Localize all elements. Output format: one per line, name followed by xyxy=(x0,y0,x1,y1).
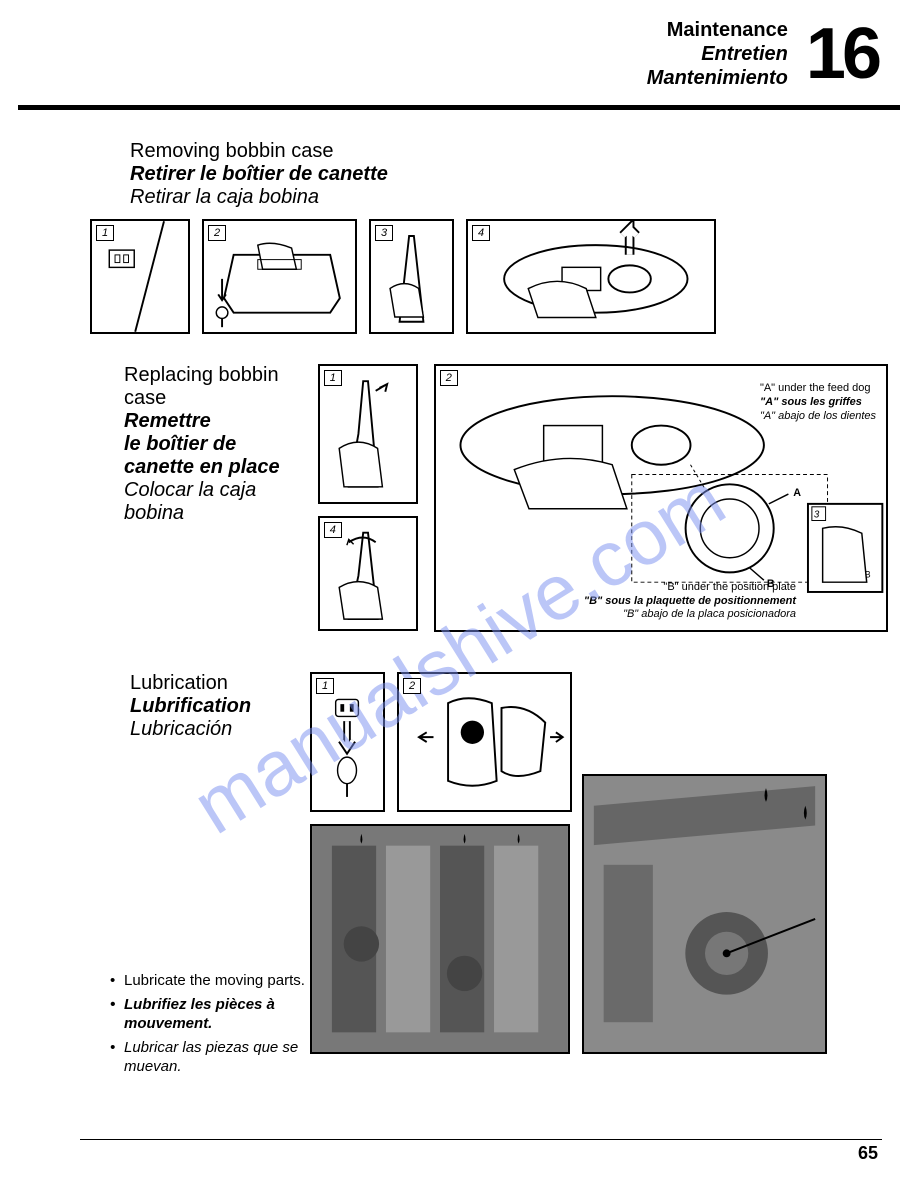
header-fr: Entretien xyxy=(647,42,788,66)
section-replacing-bobbin: Replacing bobbin case Remettre le boîtie… xyxy=(130,364,888,632)
header-en: Maintenance xyxy=(647,18,788,42)
unplug-oil-icon xyxy=(312,674,383,810)
bullet-fr: Lubrifiez les pièces à mouvement. xyxy=(110,995,340,1034)
svg-text:3: 3 xyxy=(814,510,820,521)
step-label: 4 xyxy=(324,522,342,538)
sec2-panel-2: 2 A B 3 xyxy=(434,364,888,632)
annot-a-fr: "A" sous les griffes xyxy=(760,396,876,410)
chapter-number: 16 xyxy=(806,22,878,87)
sec2-title-es-l1: Colocar la caja xyxy=(124,479,302,502)
sec2-title-fr-l3: canette en place xyxy=(124,456,302,479)
step-label: 2 xyxy=(440,370,458,386)
svg-text:B: B xyxy=(864,569,870,579)
insert-screwdriver-icon xyxy=(320,366,416,502)
mechanism-photo-2-icon xyxy=(584,776,825,1052)
page-number: 65 xyxy=(858,1143,878,1164)
annot-a-en: "A" under the feed dog xyxy=(760,382,876,396)
header-es: Mantenimiento xyxy=(647,66,788,90)
sec1-panel-4: 4 xyxy=(466,219,716,334)
sec3-panel-2: 2 xyxy=(397,672,572,812)
mechanism-photo-icon xyxy=(312,826,568,1052)
sec2-title-en: Replacing bobbin case xyxy=(124,364,302,410)
sec2-title-fr-l1: Remettre xyxy=(124,410,302,433)
bullet-es: Lubricar las piezas que se muevan. xyxy=(110,1038,340,1077)
step-label: 1 xyxy=(316,678,334,694)
sec1-panel-1: 1 xyxy=(90,219,190,334)
footer-rule xyxy=(80,1139,882,1140)
sec1-title-en: Removing bobbin case xyxy=(130,140,888,163)
bullet-en: Lubricate the moving parts. xyxy=(110,971,340,991)
annotation-b: "B" under the position plate "B" sous la… xyxy=(584,581,796,622)
sec2-panel-1: 1 xyxy=(318,364,418,504)
chapter-header: Maintenance Entretien Mantenimiento 16 xyxy=(647,18,878,90)
sec3-panel-1: 1 xyxy=(310,672,385,812)
annotation-a: "A" under the feed dog "A" sous les grif… xyxy=(760,382,876,423)
sec1-title-fr: Retirer le boîtier de canette xyxy=(130,163,888,186)
sec3-title-en: Lubrication xyxy=(130,672,290,695)
section-lubrication: Lubrication Lubrification Lubricación Lu… xyxy=(130,672,888,1081)
step-label: 3 xyxy=(375,225,393,241)
sec1-title-es: Retirar la caja bobina xyxy=(130,186,888,209)
sec2-title-fr-l2: le boîtier de xyxy=(124,433,302,456)
step-label: 1 xyxy=(96,225,114,241)
annot-b-es: "B" abajo de la placa posicionadora xyxy=(584,608,796,622)
sec2-title-es-l2: bobina xyxy=(124,502,302,525)
remove-bobbin-icon xyxy=(468,221,714,332)
open-side-icon xyxy=(399,674,570,810)
lubrication-photo-1 xyxy=(310,824,570,1054)
section-removing-bobbin: Removing bobbin case Retirer le boîtier … xyxy=(130,140,888,334)
sec3-title-fr: Lubrification xyxy=(130,695,290,718)
step-label: 4 xyxy=(472,225,490,241)
sec2-panel-4: 4 xyxy=(318,516,418,631)
remove-plate-icon xyxy=(204,221,355,332)
sec1-panel-3: 3 xyxy=(369,219,454,334)
lubrication-bullets: Lubricate the moving parts. Lubrifiez le… xyxy=(110,971,340,1077)
sec3-title-es: Lubricación xyxy=(130,718,290,741)
header-rule xyxy=(18,105,900,110)
step-label: 1 xyxy=(324,370,342,386)
svg-text:A: A xyxy=(793,487,801,499)
lubrication-photo-2 xyxy=(582,774,827,1054)
annot-b-en: "B" under the position plate xyxy=(584,581,796,595)
step-label: 2 xyxy=(403,678,421,694)
sec1-panel-2: 2 xyxy=(202,219,357,334)
step-label: 2 xyxy=(208,225,226,241)
annot-a-es: "A" abajo de los dientes xyxy=(760,410,876,424)
annot-b-fr: "B" sous la plaquette de positionnement xyxy=(584,595,796,609)
